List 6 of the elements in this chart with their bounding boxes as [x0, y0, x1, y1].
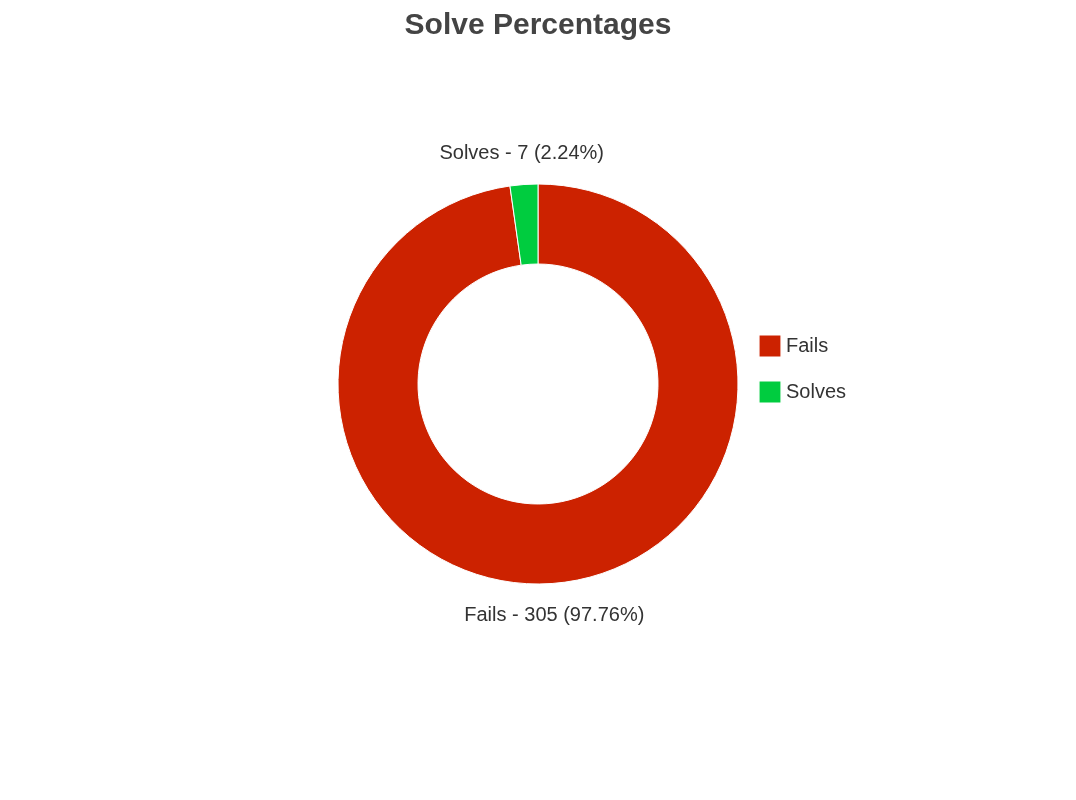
- data-label: Fails - 305 (97.76%): [464, 603, 645, 626]
- legend-label: Solves: [786, 380, 847, 402]
- legend-label: Fails: [786, 334, 829, 356]
- chart-title: Solve Percentages: [404, 7, 672, 40]
- data-label: Solves - 7 (2.24%): [439, 140, 604, 163]
- donut-slice: [337, 183, 739, 585]
